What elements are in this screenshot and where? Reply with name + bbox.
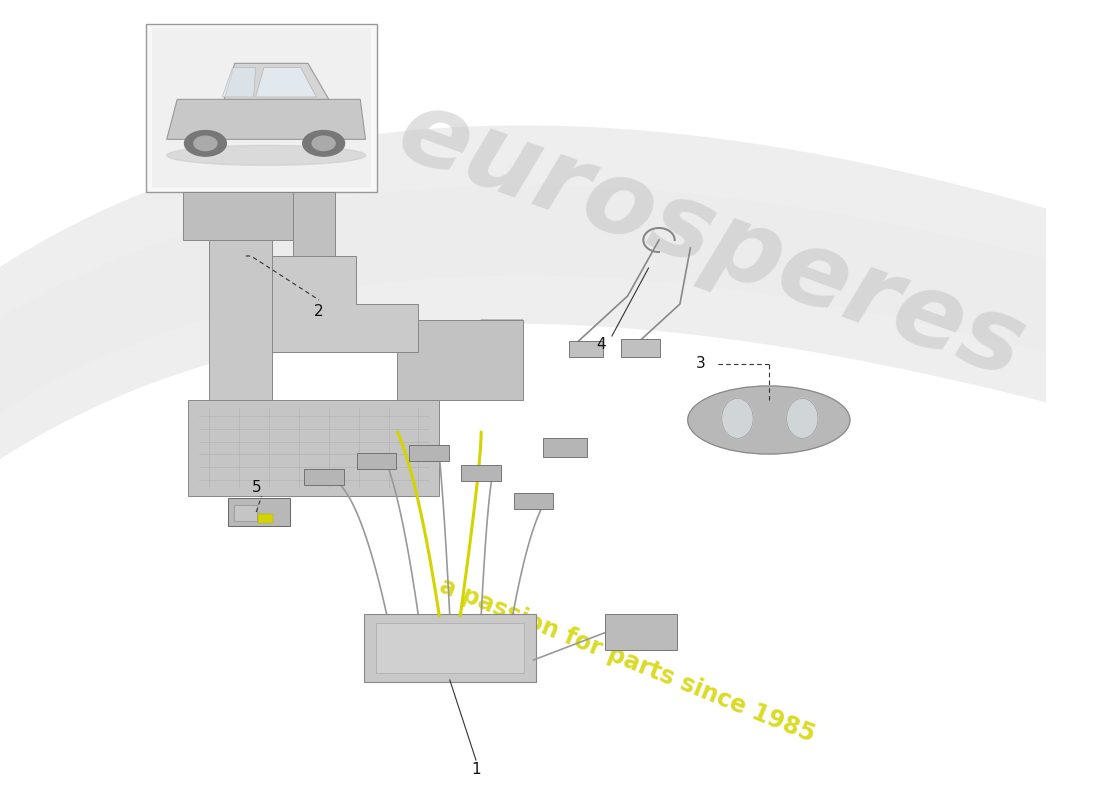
- Ellipse shape: [185, 130, 227, 156]
- FancyBboxPatch shape: [621, 339, 660, 357]
- Text: 2: 2: [315, 305, 323, 319]
- Polygon shape: [0, 186, 1098, 448]
- Ellipse shape: [722, 398, 754, 438]
- Text: a passion for parts since 1985: a passion for parts since 1985: [437, 574, 818, 746]
- Bar: [146, 24, 376, 192]
- Polygon shape: [397, 320, 522, 400]
- Polygon shape: [188, 400, 439, 496]
- Polygon shape: [222, 67, 255, 97]
- Polygon shape: [293, 192, 334, 256]
- Polygon shape: [0, 126, 1098, 496]
- Polygon shape: [224, 63, 329, 99]
- Polygon shape: [272, 256, 418, 352]
- Polygon shape: [183, 192, 298, 240]
- FancyBboxPatch shape: [543, 438, 586, 457]
- Ellipse shape: [688, 386, 850, 454]
- Text: 4: 4: [596, 337, 606, 351]
- FancyBboxPatch shape: [409, 445, 449, 461]
- Bar: [152, 28, 372, 188]
- Polygon shape: [397, 320, 522, 400]
- FancyBboxPatch shape: [258, 514, 273, 523]
- Polygon shape: [255, 67, 317, 97]
- FancyBboxPatch shape: [461, 465, 500, 481]
- Ellipse shape: [302, 130, 344, 156]
- Polygon shape: [209, 224, 272, 400]
- FancyBboxPatch shape: [228, 498, 289, 526]
- FancyBboxPatch shape: [605, 614, 676, 650]
- FancyBboxPatch shape: [514, 493, 553, 509]
- Text: eurosperes: eurosperes: [385, 80, 1038, 400]
- FancyBboxPatch shape: [569, 341, 603, 357]
- Ellipse shape: [786, 398, 818, 438]
- Ellipse shape: [167, 146, 365, 166]
- Polygon shape: [167, 99, 365, 139]
- FancyBboxPatch shape: [364, 614, 536, 682]
- Text: 1: 1: [471, 762, 481, 777]
- FancyBboxPatch shape: [305, 469, 344, 485]
- Text: 5: 5: [252, 481, 261, 495]
- Ellipse shape: [312, 136, 336, 150]
- FancyBboxPatch shape: [356, 453, 396, 469]
- FancyBboxPatch shape: [234, 505, 257, 521]
- Text: 3: 3: [696, 357, 706, 371]
- FancyBboxPatch shape: [375, 623, 524, 673]
- Ellipse shape: [194, 136, 217, 150]
